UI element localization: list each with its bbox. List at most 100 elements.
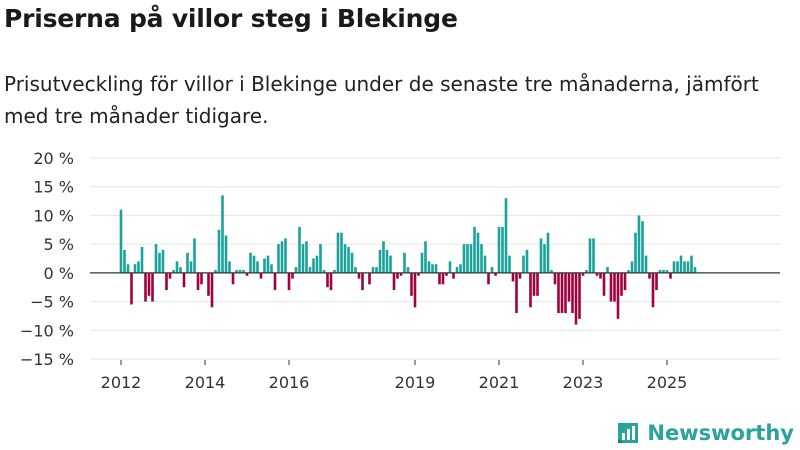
bar	[333, 269, 336, 273]
bar	[263, 258, 266, 273]
bar	[683, 261, 686, 273]
bar	[340, 232, 343, 273]
bar	[448, 261, 452, 273]
bar	[616, 272, 620, 319]
bar	[298, 226, 301, 273]
bar	[490, 267, 494, 273]
bar	[434, 264, 438, 273]
bar	[151, 272, 154, 302]
bar	[480, 244, 483, 273]
bar	[270, 264, 273, 273]
bar	[256, 261, 259, 273]
bar	[329, 272, 333, 291]
bar	[378, 249, 382, 273]
x-tick-label: 2019	[395, 373, 436, 392]
data-label-annotation: 1 %	[725, 0, 754, 4]
bar	[431, 264, 434, 273]
bar	[658, 269, 662, 273]
bar	[140, 247, 144, 273]
bar	[175, 261, 179, 273]
bar	[224, 235, 228, 273]
y-tick-label: 0 %	[44, 264, 74, 283]
bar	[172, 269, 175, 273]
bar	[165, 272, 168, 291]
bar	[525, 249, 529, 273]
bar	[389, 255, 392, 273]
bar	[581, 272, 585, 276]
bar	[613, 272, 616, 302]
bar	[634, 232, 637, 273]
bar	[515, 272, 518, 314]
brand-name: Newsworthy	[647, 421, 794, 445]
bar	[231, 272, 235, 285]
bar	[319, 244, 322, 273]
brand-logo: Newsworthy	[615, 420, 794, 446]
bar	[459, 264, 462, 273]
x-tick-label: 2023	[563, 373, 604, 392]
bar	[123, 249, 126, 273]
bar	[350, 252, 354, 273]
bar	[508, 255, 511, 273]
bar	[154, 244, 158, 273]
bar	[347, 247, 350, 273]
bar	[693, 267, 697, 273]
bar	[119, 209, 123, 273]
bar	[361, 272, 364, 291]
y-tick-label: 20 %	[33, 149, 74, 168]
bar	[483, 255, 487, 273]
bar	[392, 272, 396, 291]
bar	[511, 272, 515, 282]
bar	[245, 272, 249, 276]
bar	[630, 261, 634, 273]
bar	[588, 238, 592, 273]
bar	[529, 272, 532, 308]
bar	[406, 267, 410, 273]
bar	[217, 229, 221, 273]
bar	[235, 269, 238, 273]
bar	[543, 244, 546, 273]
y-tick-label: 5 %	[44, 235, 74, 254]
bar	[571, 272, 574, 314]
x-tick-label: 2012	[101, 373, 142, 392]
bar	[294, 267, 298, 273]
bar	[676, 261, 679, 273]
bar	[662, 269, 665, 273]
bar	[567, 272, 571, 302]
bar	[560, 272, 564, 314]
bar	[147, 272, 151, 296]
bar	[417, 272, 420, 276]
bar	[466, 244, 469, 273]
bar	[648, 272, 651, 279]
bar	[312, 258, 315, 273]
bar	[476, 232, 480, 273]
bar	[182, 272, 186, 288]
bar	[144, 272, 147, 302]
bar	[277, 244, 280, 273]
bar	[602, 272, 606, 296]
bar	[336, 232, 340, 273]
bar	[130, 272, 133, 305]
bar	[266, 255, 270, 273]
y-tick-label: 15 %	[33, 178, 74, 197]
bar	[382, 241, 385, 273]
bar	[550, 269, 553, 273]
x-tick-label: 2021	[479, 373, 520, 392]
bar	[564, 272, 567, 314]
bar	[126, 264, 130, 273]
bar	[186, 252, 189, 273]
bar	[623, 272, 627, 291]
bar	[655, 272, 658, 291]
bar	[189, 261, 193, 273]
bar	[137, 261, 140, 273]
bar	[644, 255, 648, 273]
bar	[413, 272, 417, 308]
bar	[452, 272, 455, 279]
bar	[396, 272, 399, 279]
bar	[494, 272, 497, 276]
bar	[553, 272, 557, 285]
bar	[641, 221, 644, 273]
bar	[228, 261, 231, 273]
bar	[686, 261, 690, 273]
bar	[259, 272, 263, 279]
